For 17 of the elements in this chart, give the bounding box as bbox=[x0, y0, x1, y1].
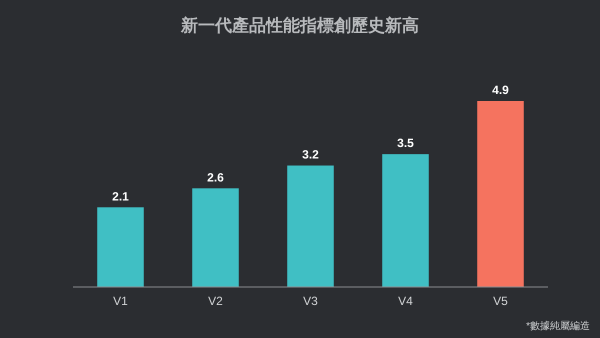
text: *數據純屬編造 bbox=[526, 320, 590, 332]
data-label: 2.1 bbox=[112, 189, 130, 204]
x-tick-label: V2 bbox=[208, 294, 224, 308]
x-tick-label: V4 bbox=[398, 294, 414, 308]
data-label: 2.6 bbox=[207, 170, 224, 184]
bar bbox=[287, 166, 334, 287]
bar bbox=[382, 154, 429, 287]
x-tick-label: V5 bbox=[493, 294, 508, 308]
x-tick-label: V1 bbox=[113, 294, 128, 308]
data-label: 3.2 bbox=[302, 148, 320, 162]
bar bbox=[97, 207, 144, 287]
bar bbox=[477, 101, 524, 287]
data-label: 4.9 bbox=[492, 83, 510, 97]
x-tick-label: V3 bbox=[303, 294, 318, 308]
bar bbox=[192, 188, 239, 287]
data-label: 3.5 bbox=[397, 136, 414, 150]
chart-title: 新一代產品性能指標創歷史新高 bbox=[180, 16, 419, 35]
